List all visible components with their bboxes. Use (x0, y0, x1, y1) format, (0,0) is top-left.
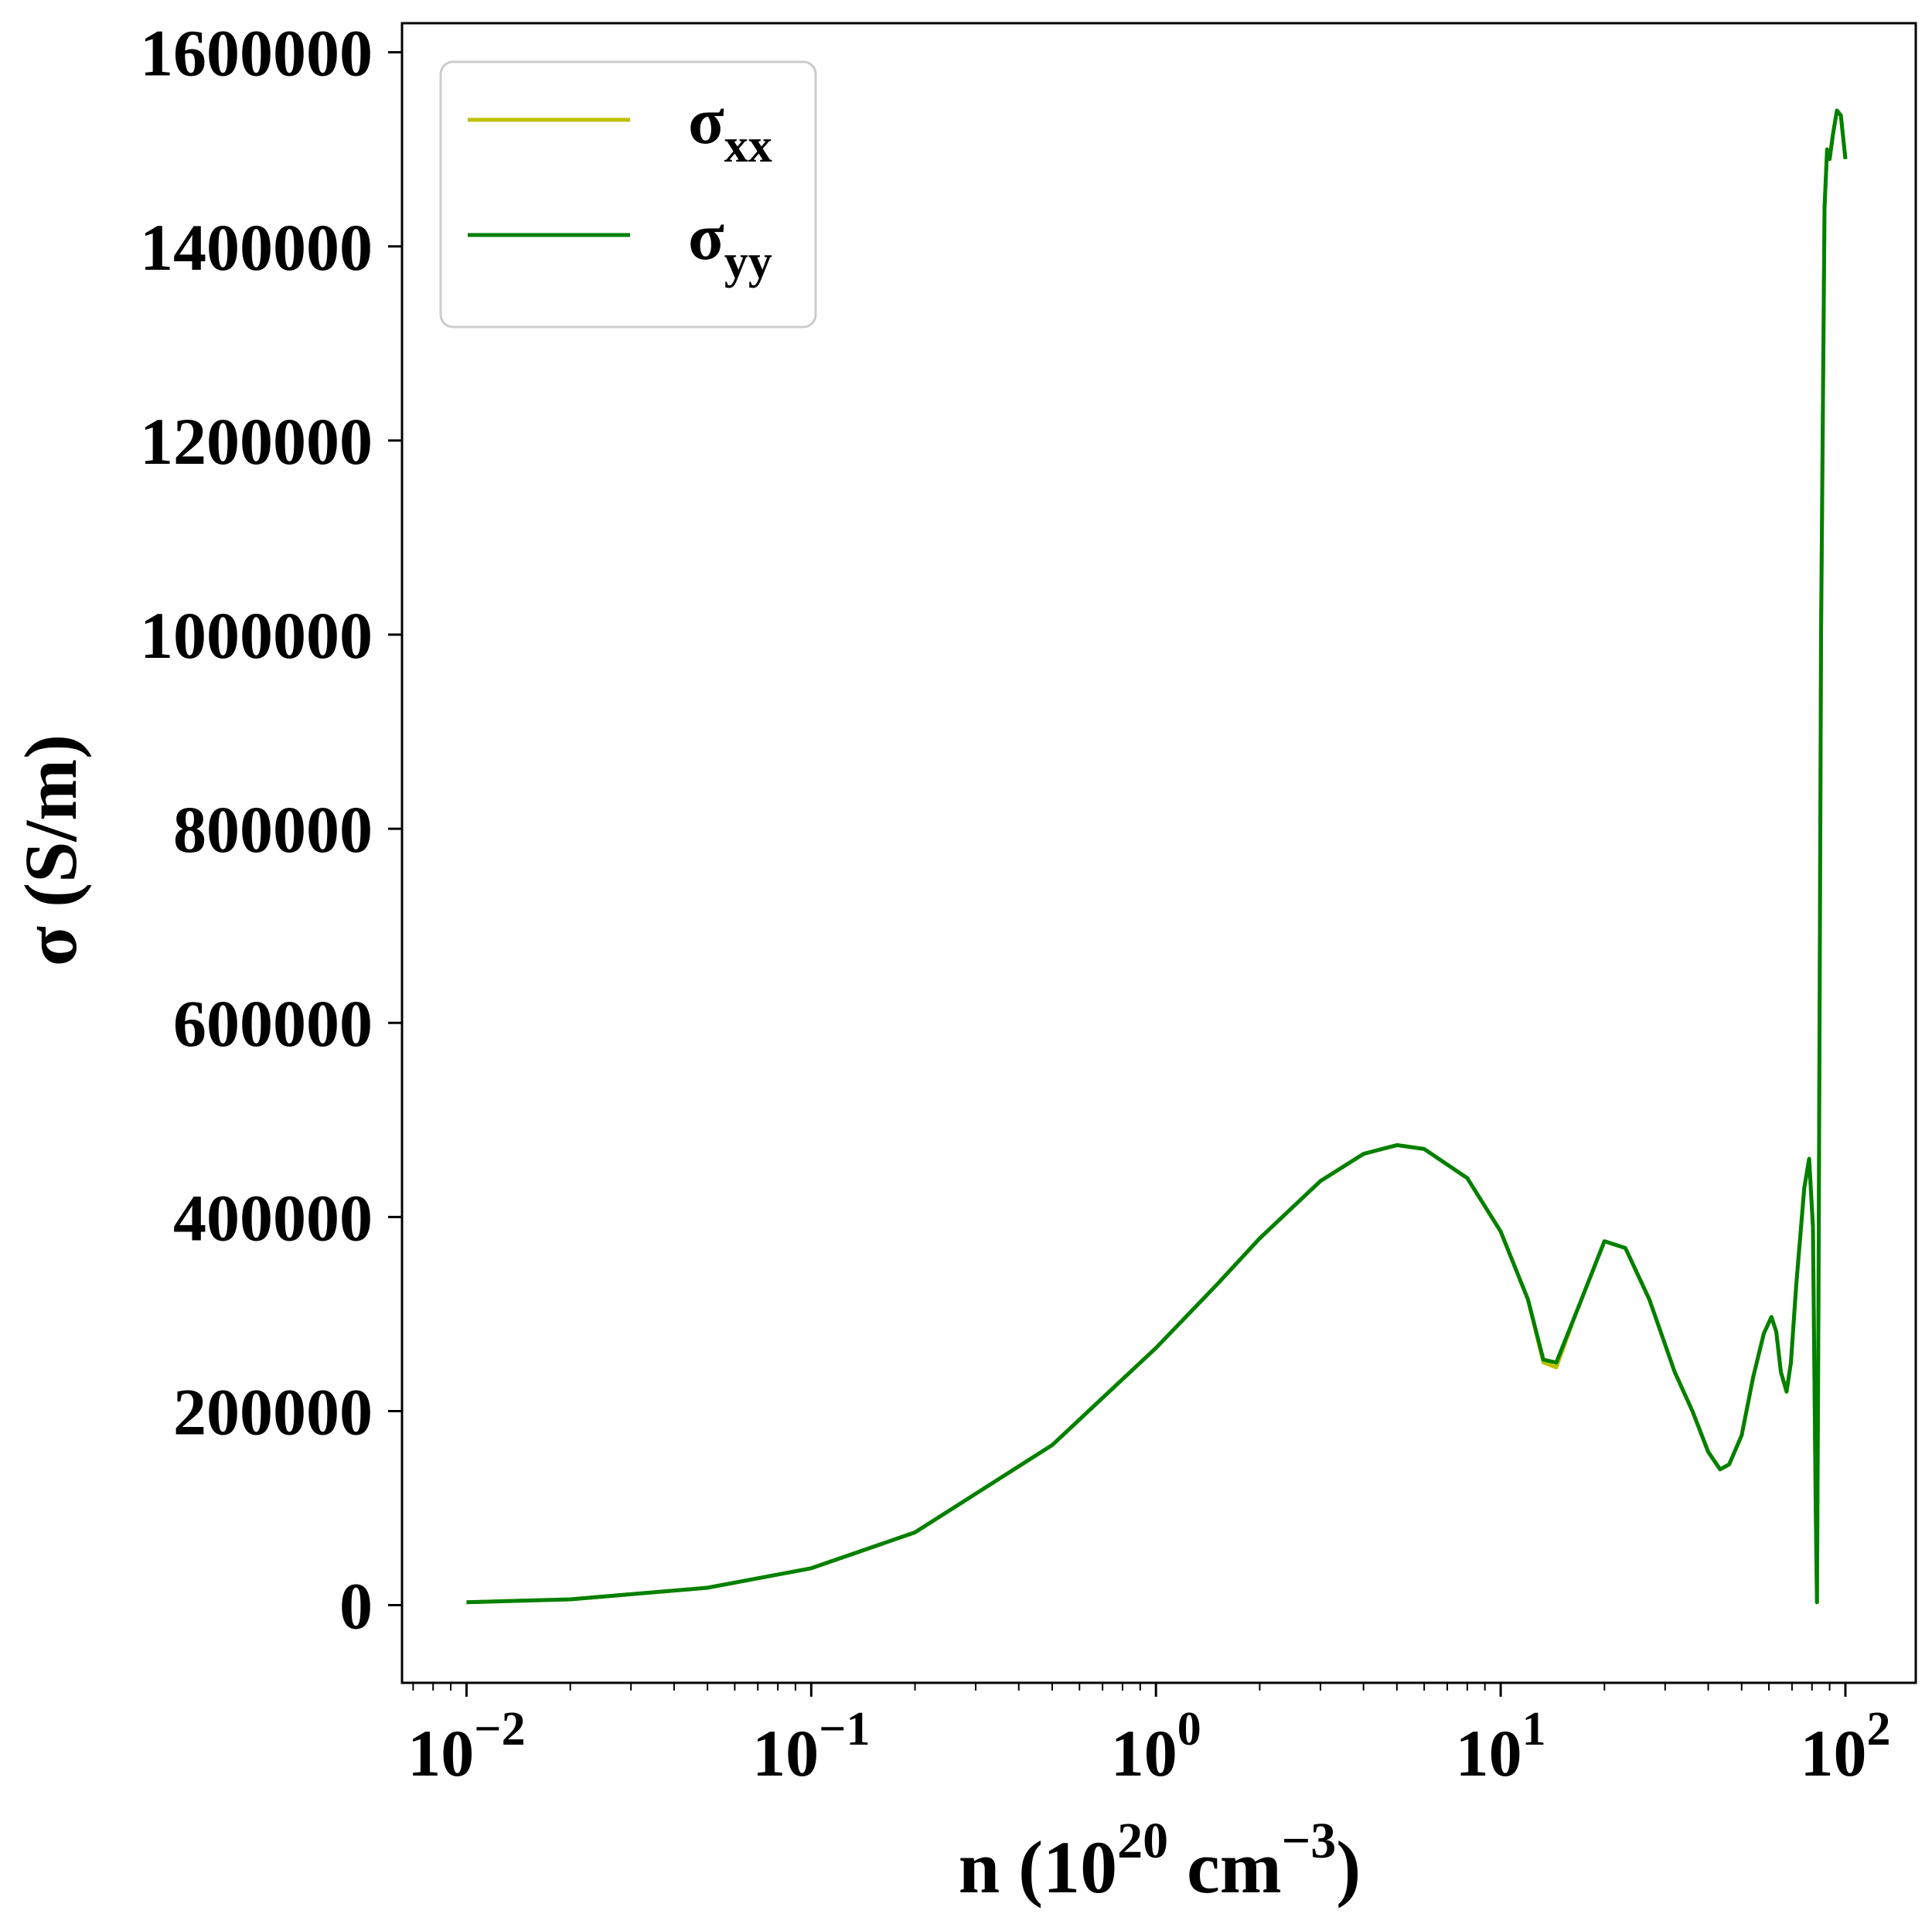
x-tick-label-exp: −2 (474, 1703, 525, 1755)
y-tick-label: 1400000 (140, 210, 373, 284)
x-tick-label-exp: 1 (1522, 1703, 1546, 1755)
y-tick-label: 600000 (173, 986, 373, 1061)
legend: σxx σyy (439, 60, 817, 329)
x-axis-title-end: ) (1336, 1826, 1361, 1909)
y-tick-label: 200000 (173, 1374, 373, 1449)
x-tick-label-base: 10 (1800, 1716, 1866, 1790)
x-axis-title-exp2: −3 (1282, 1813, 1337, 1869)
x-axis-title: n (1020 cm−3) (959, 1813, 1361, 1909)
legend-label-sigma-yy-sub: yy (724, 236, 772, 288)
y-axis-ticks: 0 200000 400000 600000 800000 1000000 1200000 1… (140, 16, 402, 1643)
x-tick-label-base: 10 (752, 1716, 819, 1790)
x-tick-label-base: 10 (1111, 1716, 1177, 1790)
y-tick-label: 1000000 (140, 598, 373, 673)
legend-box (439, 60, 817, 329)
x-tick-label: 101 (1456, 1703, 1546, 1790)
y-axis-title: σ (S/m) (9, 734, 92, 966)
x-tick-label-exp: 0 (1177, 1703, 1201, 1755)
x-tick-label: 10−1 (752, 1703, 870, 1790)
y-tick-label: 400000 (173, 1180, 373, 1255)
x-axis-title-base: n (10 (959, 1826, 1117, 1909)
x-axis-title-mid: cm (1168, 1826, 1282, 1909)
y-tick-label: 0 (339, 1569, 373, 1643)
legend-label-sigma-yy: σyy (688, 199, 772, 288)
legend-label-sigma-xx: σxx (688, 83, 772, 172)
legend-label-sigma-xx-sub: xx (724, 120, 772, 172)
x-axis-title-exp1: 20 (1117, 1813, 1168, 1869)
plot-frame (400, 22, 1917, 1684)
x-tick-label-exp: 2 (1866, 1703, 1890, 1755)
x-tick-label: 102 (1800, 1703, 1890, 1790)
x-tick-label: 10−2 (407, 1703, 525, 1790)
y-tick-label: 1200000 (140, 404, 373, 478)
x-tick-label-exp: −1 (819, 1703, 870, 1755)
x-tick-label-base: 10 (1456, 1716, 1522, 1790)
series-layer (466, 108, 1848, 1605)
legend-label-sigma-yy-base: σ (688, 199, 724, 274)
y-tick-label: 1600000 (140, 16, 373, 90)
x-axis-ticks: 10−2 10−1 100 101 102 (407, 1683, 1890, 1790)
y-tick-label: 800000 (173, 792, 373, 867)
legend-label-sigma-xx-base: σ (688, 83, 724, 158)
series-line-sigma-yy (466, 108, 1848, 1605)
x-tick-label-base: 10 (407, 1716, 474, 1790)
x-tick-label: 100 (1111, 1703, 1201, 1790)
x-axis-minor-ticks (412, 1683, 1831, 1691)
